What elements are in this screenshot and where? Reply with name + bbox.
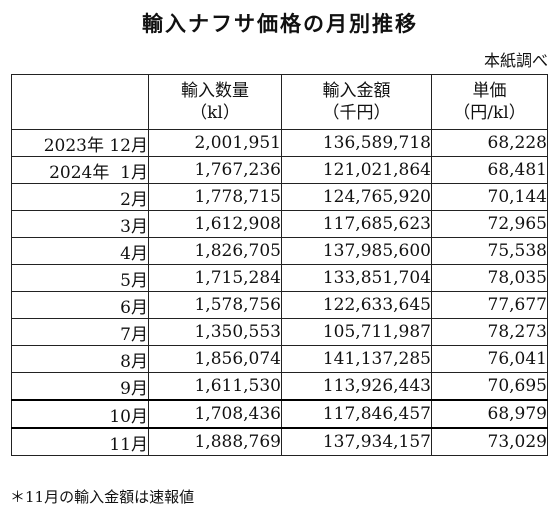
table-row: 6月 1,578,756 122,633,645 77,677	[11, 291, 548, 319]
table-row: 2月 1,778,715 124,765,920 70,144	[11, 183, 548, 211]
row-month-label: 8月	[11, 345, 149, 373]
row-quantity: 2,001,951	[148, 129, 282, 157]
header-amount-unit: （千円）	[322, 103, 391, 123]
row-unit-price: 68,481	[431, 156, 548, 184]
footnote: ＊11月の輸入金額は速報値	[10, 488, 195, 506]
row-amount: 133,851,704	[281, 264, 432, 292]
table-row: 3月 1,612,908 117,685,623 72,965	[11, 210, 548, 238]
row-quantity: 1,708,436	[148, 399, 282, 429]
row-quantity: 1,888,769	[148, 427, 282, 456]
header-quantity-label: 輸入数量	[181, 81, 249, 101]
row-unit-price: 75,538	[431, 237, 548, 265]
row-amount: 141,137,285	[281, 345, 432, 373]
row-amount: 137,985,600	[281, 237, 432, 265]
row-unit-price: 68,228	[431, 129, 548, 157]
row-quantity: 1,767,236	[148, 156, 282, 184]
table-row: 9月 1,611,530 113,926,443 70,695	[11, 372, 548, 401]
row-unit-price: 72,965	[431, 210, 548, 238]
row-month-label: 2024年 1月	[11, 156, 149, 184]
page-title: 輸入ナフサ価格の月別推移	[142, 12, 418, 36]
table-row: 7月 1,350,553 105,711,987 78,273	[11, 318, 548, 346]
header-unit-price-unit: （円/kl）	[453, 103, 526, 123]
row-amount: 113,926,443	[281, 372, 432, 401]
row-month-label: 2月	[11, 183, 149, 211]
header-quantity: 輸入数量 （kl）	[148, 74, 282, 130]
table-header-row: 輸入数量 （kl） 輸入金額 （千円） 単価 （円/kl）	[11, 74, 548, 130]
row-unit-price: 70,144	[431, 183, 548, 211]
row-month-label: 5月	[11, 264, 149, 292]
row-amount: 117,846,457	[281, 399, 432, 429]
table-row: 10月 1,708,436 117,846,457 68,979	[11, 399, 548, 429]
row-amount: 137,934,157	[281, 427, 432, 456]
header-unit-price: 単価 （円/kl）	[431, 74, 548, 130]
table-row: 2024年 1月 1,767,236 121,021,864 68,481	[11, 156, 548, 184]
row-unit-price: 73,029	[431, 427, 548, 456]
row-unit-price: 78,035	[431, 264, 548, 292]
table-row: 8月 1,856,074 141,137,285 76,041	[11, 345, 548, 373]
source-note: 本紙調べ	[483, 51, 548, 70]
row-amount: 117,685,623	[281, 210, 432, 238]
row-quantity: 1,715,284	[148, 264, 282, 292]
row-quantity: 1,612,908	[148, 210, 282, 238]
header-corner-cell	[11, 74, 149, 130]
table-row: 4月 1,826,705 137,985,600 75,538	[11, 237, 548, 265]
row-amount: 105,711,987	[281, 318, 432, 346]
row-quantity: 1,778,715	[148, 183, 282, 211]
row-month-label: 9月	[11, 372, 149, 401]
row-unit-price: 70,695	[431, 372, 548, 401]
row-quantity: 1,856,074	[148, 345, 282, 373]
row-amount: 122,633,645	[281, 291, 432, 319]
row-month-label: 6月	[11, 291, 149, 319]
row-amount: 124,765,920	[281, 183, 432, 211]
row-month-label: 10月	[11, 399, 149, 429]
row-amount: 121,021,864	[281, 156, 432, 184]
row-quantity: 1,826,705	[148, 237, 282, 265]
row-unit-price: 78,273	[431, 318, 548, 346]
header-unit-price-label: 単価	[472, 81, 507, 101]
row-month-label: 3月	[11, 210, 149, 238]
row-month-label: 4月	[11, 237, 149, 265]
table-row: 5月 1,715,284 133,851,704 78,035	[11, 264, 548, 292]
row-unit-price: 68,979	[431, 399, 548, 429]
naphtha-price-table: 輸入数量 （kl） 輸入金額 （千円） 単価 （円/kl） 2023年 12月 …	[11, 74, 548, 456]
row-quantity: 1,611,530	[148, 372, 282, 401]
row-month-label: 11月	[11, 427, 149, 456]
header-amount-label: 輸入金額	[322, 81, 391, 101]
row-unit-price: 77,677	[431, 291, 548, 319]
row-quantity: 1,350,553	[148, 318, 282, 346]
header-amount: 輸入金額 （千円）	[281, 74, 432, 130]
header-quantity-unit: （kl）	[190, 103, 240, 123]
row-amount: 136,589,718	[281, 129, 432, 157]
row-quantity: 1,578,756	[148, 291, 282, 319]
row-month-label: 7月	[11, 318, 149, 346]
row-month-label: 2023年 12月	[11, 129, 149, 157]
table-row: 11月 1,888,769 137,934,157 73,029	[11, 427, 548, 456]
table-row: 2023年 12月 2,001,951 136,589,718 68,228	[11, 129, 548, 157]
row-unit-price: 76,041	[431, 345, 548, 373]
